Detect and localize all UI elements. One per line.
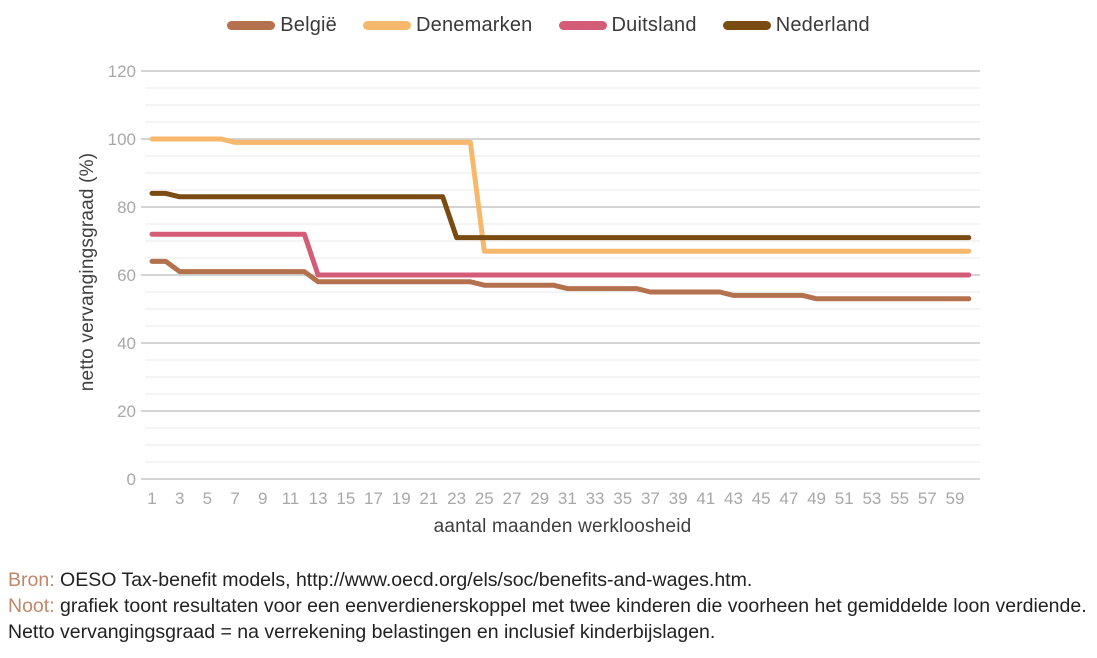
legend-label-duitsland: Duitsland (611, 14, 697, 36)
x-tick-label: 35 (613, 489, 632, 508)
x-tick-label: 39 (669, 489, 688, 508)
series-line-belgië (149, 258, 972, 302)
x-tick-label: 53 (862, 489, 881, 508)
x-tick-label: 1 (147, 489, 156, 508)
x-axis-title: aantal maanden werkloosheid (433, 516, 692, 537)
x-tick-label: 37 (641, 489, 660, 508)
x-tick-label: 15 (336, 489, 355, 508)
x-tick-label: 51 (835, 489, 854, 508)
y-tick-label: 0 (127, 470, 136, 489)
source-note: Bron: OESO Tax-benefit models, http://ww… (8, 567, 1090, 593)
series-line-nederland (149, 190, 972, 241)
note-text: grafiek toont resultaten voor een eenver… (8, 595, 1087, 643)
note-prefix: Noot: (8, 595, 55, 617)
x-tick-label: 13 (309, 489, 328, 508)
y-tick-label: 80 (117, 198, 136, 217)
x-tick-label: 5 (203, 489, 212, 508)
legend-swatch-denemarken (363, 21, 411, 30)
x-tick-label: 45 (752, 489, 771, 508)
x-tick-label: 11 (282, 489, 300, 508)
x-tick-label: 55 (890, 489, 909, 508)
legend-label-belgie: België (280, 14, 337, 36)
x-tick-label: 7 (230, 489, 239, 508)
x-tick-label: 9 (258, 489, 267, 508)
y-tick-label: 100 (108, 130, 136, 149)
x-tick-label: 3 (175, 489, 184, 508)
x-tick-label: 49 (807, 489, 826, 508)
x-tick-label: 43 (724, 489, 743, 508)
x-tick-label: 21 (419, 489, 438, 508)
x-tick-label: 41 (696, 489, 715, 508)
y-tick-label: 20 (117, 402, 136, 421)
x-tick-label: 57 (918, 489, 937, 508)
x-tick-label: 59 (946, 489, 965, 508)
series-line-denemarken (149, 136, 972, 254)
legend-label-nederland: Nederland (775, 14, 870, 36)
x-tick-label: 23 (447, 489, 466, 508)
legend-item-duitsland: Duitsland (558, 14, 697, 37)
x-tick-label: 25 (475, 489, 494, 508)
chart-legend: België Denemarken Duitsland Nederland (0, 14, 1097, 37)
x-tick-label: 27 (503, 489, 522, 508)
legend-item-denemarken: Denemarken (363, 14, 533, 37)
legend-swatch-duitsland (558, 21, 607, 30)
x-tick-label: 33 (586, 489, 605, 508)
legend-swatch-nederland (722, 21, 771, 30)
legend-swatch-belgie (227, 21, 276, 30)
x-tick-label: 47 (779, 489, 798, 508)
source-note-prefix: Bron: (8, 569, 55, 591)
legend-item-belgie: België (227, 14, 337, 37)
chart-captions: Bron: OESO Tax-benefit models, http://ww… (8, 567, 1090, 645)
source-note-text: OESO Tax-benefit models, http://www.oecd… (60, 569, 753, 591)
legend-label-denemarken: Denemarken (416, 14, 533, 36)
y-tick-label: 40 (117, 334, 136, 353)
series-line-duitsland (149, 231, 972, 278)
y-tick-label: 60 (117, 266, 136, 285)
x-tick-label: 31 (558, 489, 577, 508)
x-tick-label: 19 (392, 489, 411, 508)
y-tick-label: 120 (108, 62, 136, 81)
legend-item-nederland: Nederland (722, 14, 870, 37)
note: Noot: grafiek toont resultaten voor een … (8, 593, 1090, 645)
x-tick-label: 17 (364, 489, 383, 508)
y-axis-title: netto vervangingsgraad (%) (77, 152, 98, 392)
x-tick-label: 29 (530, 489, 549, 508)
